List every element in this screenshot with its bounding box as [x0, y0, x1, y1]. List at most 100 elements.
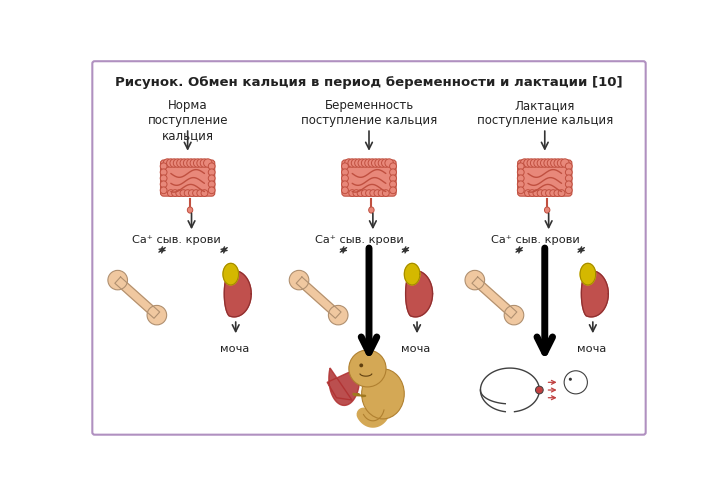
Polygon shape	[472, 277, 517, 318]
Circle shape	[174, 159, 182, 167]
Circle shape	[372, 159, 380, 167]
Circle shape	[161, 187, 167, 193]
Circle shape	[518, 169, 524, 176]
Circle shape	[180, 190, 187, 196]
Circle shape	[190, 159, 199, 167]
Circle shape	[525, 190, 531, 196]
Circle shape	[390, 175, 397, 182]
Circle shape	[341, 169, 348, 176]
Circle shape	[534, 159, 542, 167]
Circle shape	[531, 159, 539, 167]
Text: Норма
поступление
кальция: Норма поступление кальция	[148, 99, 228, 142]
Circle shape	[518, 163, 524, 170]
Circle shape	[180, 159, 189, 167]
Circle shape	[289, 271, 309, 290]
Circle shape	[208, 187, 215, 193]
Circle shape	[176, 190, 183, 196]
Circle shape	[390, 163, 397, 170]
Circle shape	[351, 159, 360, 167]
Polygon shape	[296, 277, 341, 318]
Circle shape	[208, 181, 215, 188]
Circle shape	[176, 159, 185, 167]
Circle shape	[378, 159, 387, 167]
Circle shape	[341, 175, 348, 182]
Ellipse shape	[187, 207, 193, 213]
Circle shape	[390, 181, 397, 188]
Circle shape	[204, 159, 212, 167]
Circle shape	[523, 159, 532, 167]
Circle shape	[385, 159, 393, 167]
Circle shape	[166, 159, 175, 167]
Circle shape	[374, 190, 381, 196]
Circle shape	[558, 190, 565, 196]
Polygon shape	[224, 271, 251, 317]
Text: Ca⁺ сыв. крови: Ca⁺ сыв. крови	[491, 235, 580, 245]
FancyBboxPatch shape	[161, 160, 215, 196]
Circle shape	[365, 159, 373, 167]
Circle shape	[565, 187, 572, 193]
Text: моча: моча	[577, 344, 606, 354]
Circle shape	[565, 163, 572, 170]
Circle shape	[370, 190, 377, 196]
Circle shape	[565, 181, 572, 188]
Circle shape	[208, 163, 215, 170]
Circle shape	[348, 190, 356, 196]
Circle shape	[518, 175, 524, 182]
Circle shape	[541, 190, 548, 196]
Circle shape	[161, 175, 167, 182]
Circle shape	[171, 190, 179, 196]
Circle shape	[357, 190, 364, 196]
Circle shape	[197, 159, 205, 167]
Circle shape	[189, 190, 195, 196]
Circle shape	[533, 190, 540, 196]
Circle shape	[186, 159, 195, 167]
Polygon shape	[405, 263, 420, 285]
Circle shape	[184, 159, 192, 167]
FancyBboxPatch shape	[518, 160, 572, 196]
Circle shape	[550, 190, 557, 196]
Text: Рисунок. Обмен кальция в период беременности и лактации [10]: Рисунок. Обмен кальция в период беременн…	[115, 76, 623, 89]
Circle shape	[390, 187, 397, 193]
Circle shape	[163, 159, 172, 167]
Circle shape	[551, 159, 559, 167]
Circle shape	[353, 190, 360, 196]
Circle shape	[361, 190, 368, 196]
Circle shape	[537, 159, 546, 167]
Circle shape	[161, 169, 167, 176]
Circle shape	[541, 159, 549, 167]
FancyBboxPatch shape	[92, 61, 646, 435]
Circle shape	[355, 159, 363, 167]
Circle shape	[358, 159, 366, 167]
Polygon shape	[580, 263, 595, 285]
Circle shape	[544, 159, 552, 167]
Circle shape	[382, 190, 390, 196]
Circle shape	[368, 159, 377, 167]
Polygon shape	[581, 271, 608, 317]
Circle shape	[341, 163, 348, 170]
Circle shape	[345, 159, 353, 167]
Circle shape	[518, 187, 524, 193]
Circle shape	[147, 305, 166, 325]
Circle shape	[554, 190, 561, 196]
Circle shape	[208, 169, 215, 176]
Circle shape	[564, 371, 588, 394]
Text: Ca⁺ сыв. крови: Ca⁺ сыв. крови	[132, 235, 220, 245]
Circle shape	[537, 190, 544, 196]
Circle shape	[390, 169, 397, 176]
Circle shape	[170, 159, 179, 167]
Text: моча: моча	[220, 344, 249, 354]
Circle shape	[546, 190, 552, 196]
Circle shape	[557, 159, 566, 167]
Ellipse shape	[369, 207, 374, 213]
Circle shape	[161, 163, 167, 170]
Text: Ca⁺ сыв. крови: Ca⁺ сыв. крови	[315, 235, 404, 245]
Circle shape	[184, 190, 191, 196]
Circle shape	[168, 190, 174, 196]
Circle shape	[208, 175, 215, 182]
Circle shape	[197, 190, 204, 196]
Circle shape	[193, 190, 199, 196]
Ellipse shape	[361, 369, 404, 419]
Circle shape	[366, 190, 372, 196]
Circle shape	[361, 159, 370, 167]
Circle shape	[536, 386, 543, 394]
